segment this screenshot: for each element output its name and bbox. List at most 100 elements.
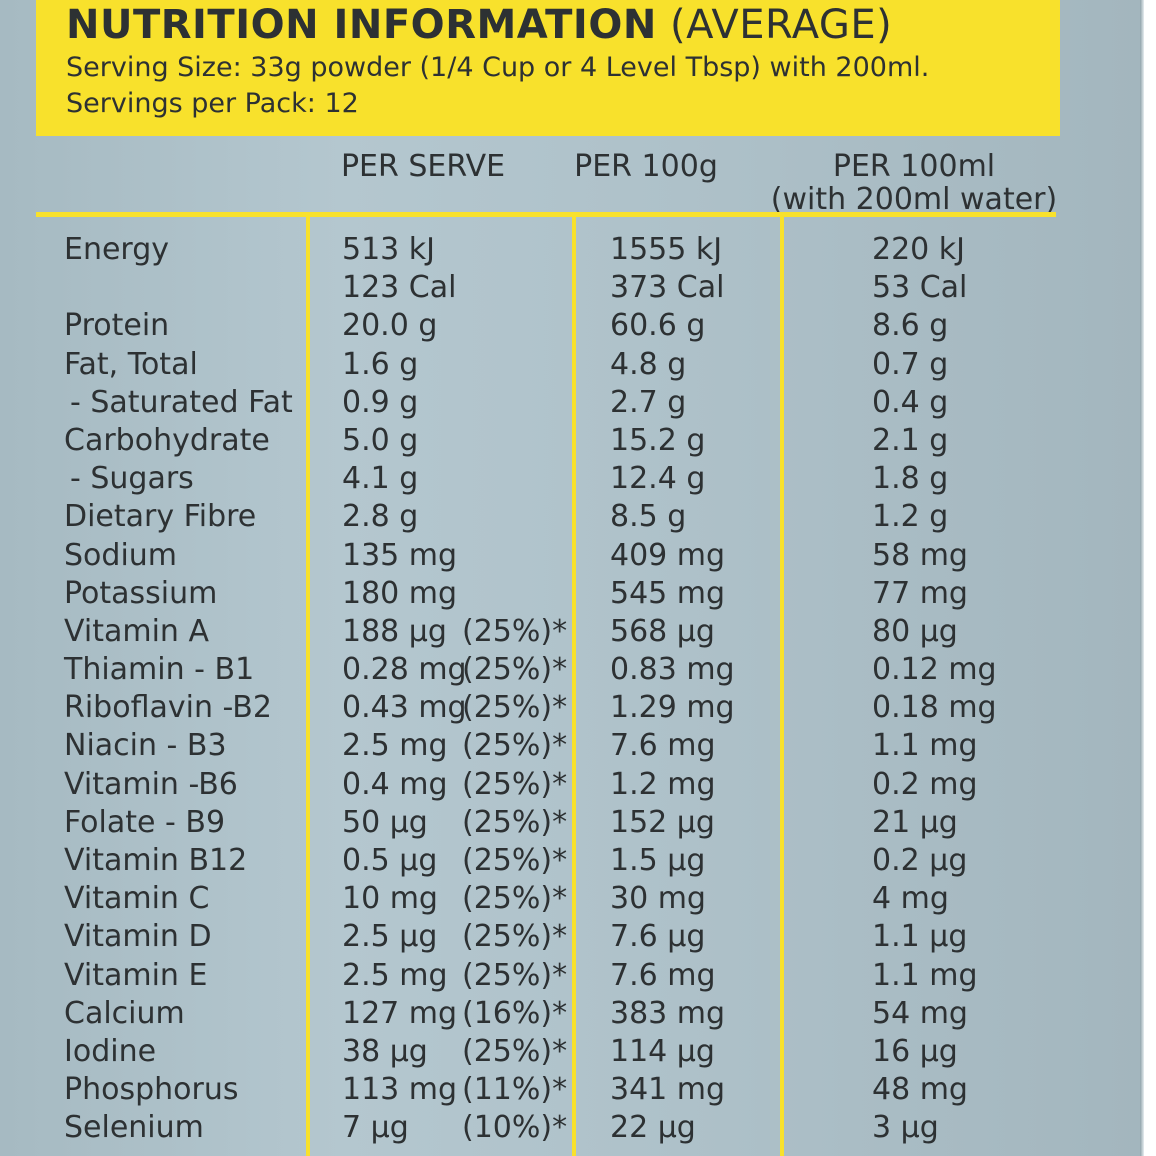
per-serve-value: 135 mg [342,537,458,573]
per-100g-value: 341 mg [610,1072,726,1108]
per-100ml-value: 220 kJ [872,232,966,267]
per-serve-value: 2.8 g [342,499,419,535]
per-serve-value: 123 Cal [342,270,457,306]
nutrient-name: Riboflavin -B2 [64,690,272,726]
table-row: Vitamin C 10 mg (25%)* 30 mg 4 mg [0,881,1140,919]
nutrient-name: Folate - B9 [64,804,226,840]
table-row: Potassium 180 mg 545 mg 77 mg [0,576,1140,614]
nutrient-name: Vitamin E [64,957,208,993]
per-100ml-value: 0.2 µg [872,843,968,878]
per-serve-value: 2.5 mg [342,728,448,764]
column-divider-2 [572,212,576,1156]
per-serve-value: 0.43 mg [342,690,467,726]
nutrition-table: Energy 513 kJ 1555 kJ 220 kJ 123 Cal 373 Cal 5… [0,232,1140,1149]
per-serve-value: 0.5 µg [342,843,438,878]
nutrient-name: Iodine [64,1033,157,1069]
header-band: NUTRITION INFORMATION (AVERAGE) Serving … [36,0,1060,136]
per-100ml-value: 77 mg [872,575,968,611]
per-100g-value: 8.5 g [610,499,687,535]
daily-intake-percent: (25%)* [462,652,568,688]
nutrient-name: Vitamin D [64,919,212,955]
per-100g-value: 22 µg [610,1110,696,1146]
nutrient-name: Fat, Total [64,346,198,382]
nutrient-name: Thiamin - B1 [64,652,255,688]
nutrient-name: Calcium [64,995,185,1031]
nutrient-name: Protein [64,308,170,344]
per-serve-value: 5.0 g [342,422,419,458]
header-divider [36,212,1056,217]
per-100ml-value: 54 mg [872,995,968,1031]
per-100ml-value: 1.1 mg [872,957,978,993]
table-row: Vitamin B12 0.5 µg (25%)* 1.5 µg 0.2 µg [0,843,1140,881]
per-serve-value: 50 µg [342,804,428,840]
per-100g-value: 383 mg [610,995,726,1031]
daily-intake-percent: (25%)* [462,804,568,840]
daily-intake-percent: (25%)* [462,881,568,917]
table-row: Thiamin - B1 0.28 mg (25%)* 0.83 mg 0.12 mg [0,652,1140,690]
per-serve-value: 513 kJ [342,232,436,267]
per-100g-value: 15.2 g [610,422,706,458]
daily-intake-percent: (25%)* [462,843,568,878]
per-100g-value: 1.5 µg [610,843,706,878]
per-serve-value: 4.1 g [342,461,419,497]
table-row: Carbohydrate 5.0 g 15.2 g 2.1 g [0,423,1140,461]
nutrient-name: Phosphorus [64,1072,239,1108]
table-row: Vitamin E 2.5 mg (25%)* 7.6 mg 1.1 mg [0,958,1140,996]
table-row: Calcium 127 mg (16%)* 383 mg 54 mg [0,996,1140,1034]
per-100g-value: 114 µg [610,1033,715,1069]
table-row: Iodine 38 µg (25%)* 114 µg 16 µg [0,1034,1140,1072]
column-header-per-100ml-line1: PER 100ml [832,149,996,184]
table-row: Vitamin -B6 0.4 mg (25%)* 1.2 mg 0.2 mg [0,767,1140,805]
per-100ml-value: 1.8 g [872,461,949,497]
per-100g-value: 373 Cal [610,270,725,306]
per-100ml-value: 1.1 mg [872,728,978,764]
daily-intake-percent: (25%)* [462,919,568,955]
per-serve-value: 2.5 µg [342,919,438,955]
nutrient-name: Sodium [64,537,178,573]
per-serve-value: 10 mg [342,881,438,917]
per-serve-value: 2.5 mg [342,957,448,993]
nutrient-name: Vitamin C [64,881,210,917]
table-row: - Saturated Fat 0.9 g 2.7 g 0.4 g [0,385,1140,423]
per-100g-value: 409 mg [610,537,726,573]
table-row: 123 Cal 373 Cal 53 Cal [0,270,1140,308]
per-100g-value: 545 mg [610,575,726,611]
table-row: Energy 513 kJ 1555 kJ 220 kJ [0,232,1140,270]
table-row: Folate - B9 50 µg (25%)* 152 µg 21 µg [0,805,1140,843]
per-100ml-value: 0.18 mg [872,690,997,726]
nutrient-name: Selenium [64,1110,204,1146]
per-100g-value: 7.6 µg [610,919,706,955]
per-100g-value: 2.7 g [610,384,687,420]
per-100g-value: 7.6 mg [610,957,716,993]
per-100ml-value: 58 mg [872,537,968,573]
per-serve-value: 127 mg [342,995,458,1031]
daily-intake-percent: (25%)* [462,690,568,726]
nutrient-name: Niacin - B3 [64,728,227,764]
per-100g-value: 30 mg [610,881,706,917]
daily-intake-percent: (25%)* [462,1033,568,1069]
per-serve-value: 38 µg [342,1033,428,1069]
per-serve-value: 188 µg [342,613,447,649]
per-100ml-value: 1.1 µg [872,919,968,955]
nutrient-name: Carbohydrate [64,422,270,458]
table-row: Riboflavin -B2 0.43 mg (25%)* 1.29 mg 0.18 m… [0,690,1140,728]
per-100g-value: 12.4 g [610,461,706,497]
table-row: Niacin - B3 2.5 mg (25%)* 7.6 mg 1.1 mg [0,728,1140,766]
per-100g-value: 0.83 mg [610,652,735,688]
per-serve-value: 1.6 g [342,346,419,382]
column-header-per-100ml-line2: (with 200ml water) [770,182,1058,217]
nutrient-name: Vitamin -B6 [64,766,238,802]
per-serve-value: 20.0 g [342,308,438,344]
per-serve-value: 0.4 mg [342,766,448,802]
nutrient-name: - Sugars [70,461,194,497]
per-100ml-value: 0.4 g [872,384,949,420]
per-100ml-value: 16 µg [872,1033,958,1069]
column-divider-1 [306,212,310,1156]
daily-intake-percent: (25%)* [462,613,568,649]
per-100ml-value: 3 µg [872,1110,939,1146]
table-row: Vitamin D 2.5 µg (25%)* 7.6 µg 1.1 µg [0,919,1140,957]
per-serve-value: 0.28 mg [342,652,467,688]
per-100g-value: 1555 kJ [610,232,723,267]
per-serve-value: 7 µg [342,1110,409,1146]
